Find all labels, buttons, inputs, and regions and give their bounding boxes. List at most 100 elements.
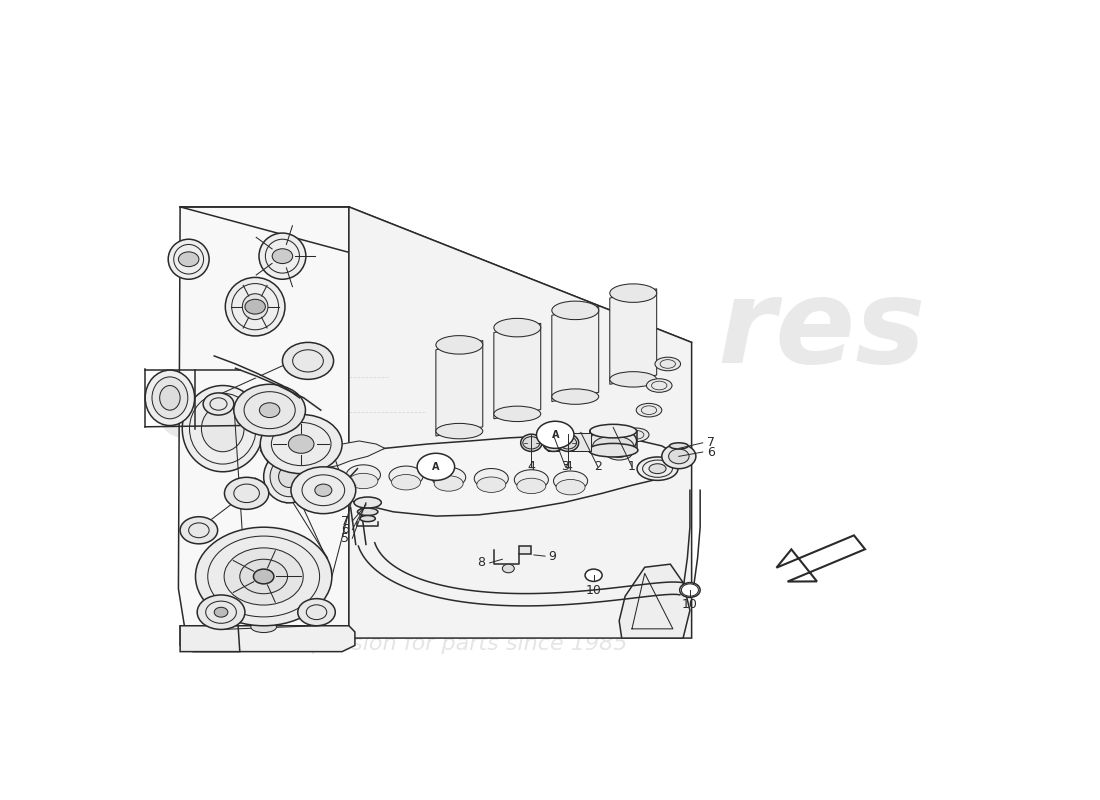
Ellipse shape <box>183 386 263 472</box>
Ellipse shape <box>354 497 382 508</box>
Polygon shape <box>619 564 690 638</box>
Ellipse shape <box>557 479 585 495</box>
Ellipse shape <box>494 318 541 337</box>
Polygon shape <box>321 441 385 469</box>
Ellipse shape <box>593 436 634 456</box>
Polygon shape <box>609 289 657 384</box>
Ellipse shape <box>670 443 689 449</box>
Text: 5: 5 <box>341 532 349 545</box>
Ellipse shape <box>590 428 637 454</box>
Ellipse shape <box>515 470 549 490</box>
Circle shape <box>253 569 274 584</box>
Circle shape <box>240 559 287 594</box>
Circle shape <box>503 564 515 573</box>
Ellipse shape <box>590 424 637 438</box>
Circle shape <box>261 414 342 474</box>
Ellipse shape <box>360 515 375 522</box>
Text: A: A <box>551 430 559 440</box>
Ellipse shape <box>434 476 463 491</box>
Polygon shape <box>289 437 329 456</box>
Circle shape <box>669 449 689 464</box>
Text: a passion for parts since 1985: a passion for parts since 1985 <box>290 634 627 654</box>
Circle shape <box>560 437 576 449</box>
Ellipse shape <box>588 443 638 457</box>
Ellipse shape <box>358 508 378 515</box>
Circle shape <box>178 252 199 266</box>
Ellipse shape <box>636 403 662 417</box>
Circle shape <box>234 384 306 436</box>
Circle shape <box>197 595 245 630</box>
Circle shape <box>585 569 602 582</box>
Text: 6: 6 <box>707 446 715 458</box>
Text: europ: europ <box>154 346 542 462</box>
Circle shape <box>214 607 228 617</box>
Circle shape <box>224 548 304 605</box>
Circle shape <box>272 249 293 263</box>
Circle shape <box>315 484 332 496</box>
Text: 8: 8 <box>477 557 485 570</box>
Ellipse shape <box>552 301 598 320</box>
Circle shape <box>662 444 696 469</box>
Ellipse shape <box>553 471 587 491</box>
Ellipse shape <box>145 370 195 426</box>
Ellipse shape <box>226 278 285 336</box>
Ellipse shape <box>552 389 598 404</box>
Circle shape <box>196 527 332 626</box>
Ellipse shape <box>609 372 657 387</box>
Ellipse shape <box>494 406 541 422</box>
Ellipse shape <box>476 477 506 492</box>
Polygon shape <box>494 323 541 418</box>
Ellipse shape <box>346 465 381 485</box>
Polygon shape <box>180 626 240 652</box>
Circle shape <box>292 467 355 514</box>
Ellipse shape <box>389 466 424 486</box>
Polygon shape <box>552 306 598 402</box>
Ellipse shape <box>624 428 649 442</box>
Text: 7: 7 <box>707 436 715 450</box>
Circle shape <box>522 437 540 449</box>
Ellipse shape <box>271 457 308 497</box>
Ellipse shape <box>606 446 631 460</box>
Ellipse shape <box>431 467 465 487</box>
Circle shape <box>204 393 234 415</box>
Circle shape <box>245 299 265 314</box>
Polygon shape <box>178 207 349 641</box>
Polygon shape <box>777 535 865 582</box>
Ellipse shape <box>152 377 188 418</box>
Circle shape <box>283 342 333 379</box>
Ellipse shape <box>201 406 244 452</box>
Text: 7: 7 <box>341 514 349 527</box>
Circle shape <box>180 517 218 544</box>
Ellipse shape <box>436 423 483 439</box>
Ellipse shape <box>251 622 276 633</box>
Polygon shape <box>321 436 679 516</box>
Text: A: A <box>432 462 440 472</box>
Polygon shape <box>519 546 531 554</box>
Circle shape <box>288 435 313 454</box>
Ellipse shape <box>349 474 378 489</box>
Ellipse shape <box>517 478 546 494</box>
Text: 4: 4 <box>527 460 536 474</box>
Circle shape <box>260 402 279 418</box>
Circle shape <box>224 478 268 510</box>
Polygon shape <box>349 207 692 638</box>
Text: 4: 4 <box>564 460 572 474</box>
Ellipse shape <box>160 386 180 410</box>
Ellipse shape <box>609 284 657 302</box>
Ellipse shape <box>258 233 306 279</box>
Ellipse shape <box>571 434 591 451</box>
Text: 10: 10 <box>682 598 697 611</box>
Polygon shape <box>571 433 591 451</box>
Ellipse shape <box>647 378 672 392</box>
Ellipse shape <box>558 434 579 451</box>
Ellipse shape <box>649 464 666 474</box>
Ellipse shape <box>436 336 483 354</box>
Circle shape <box>537 422 574 448</box>
Ellipse shape <box>392 474 420 490</box>
Ellipse shape <box>168 239 209 279</box>
Text: 10: 10 <box>585 584 602 597</box>
Text: 9: 9 <box>549 550 557 562</box>
Text: 2: 2 <box>594 460 602 474</box>
Ellipse shape <box>278 466 300 487</box>
Ellipse shape <box>520 434 542 451</box>
